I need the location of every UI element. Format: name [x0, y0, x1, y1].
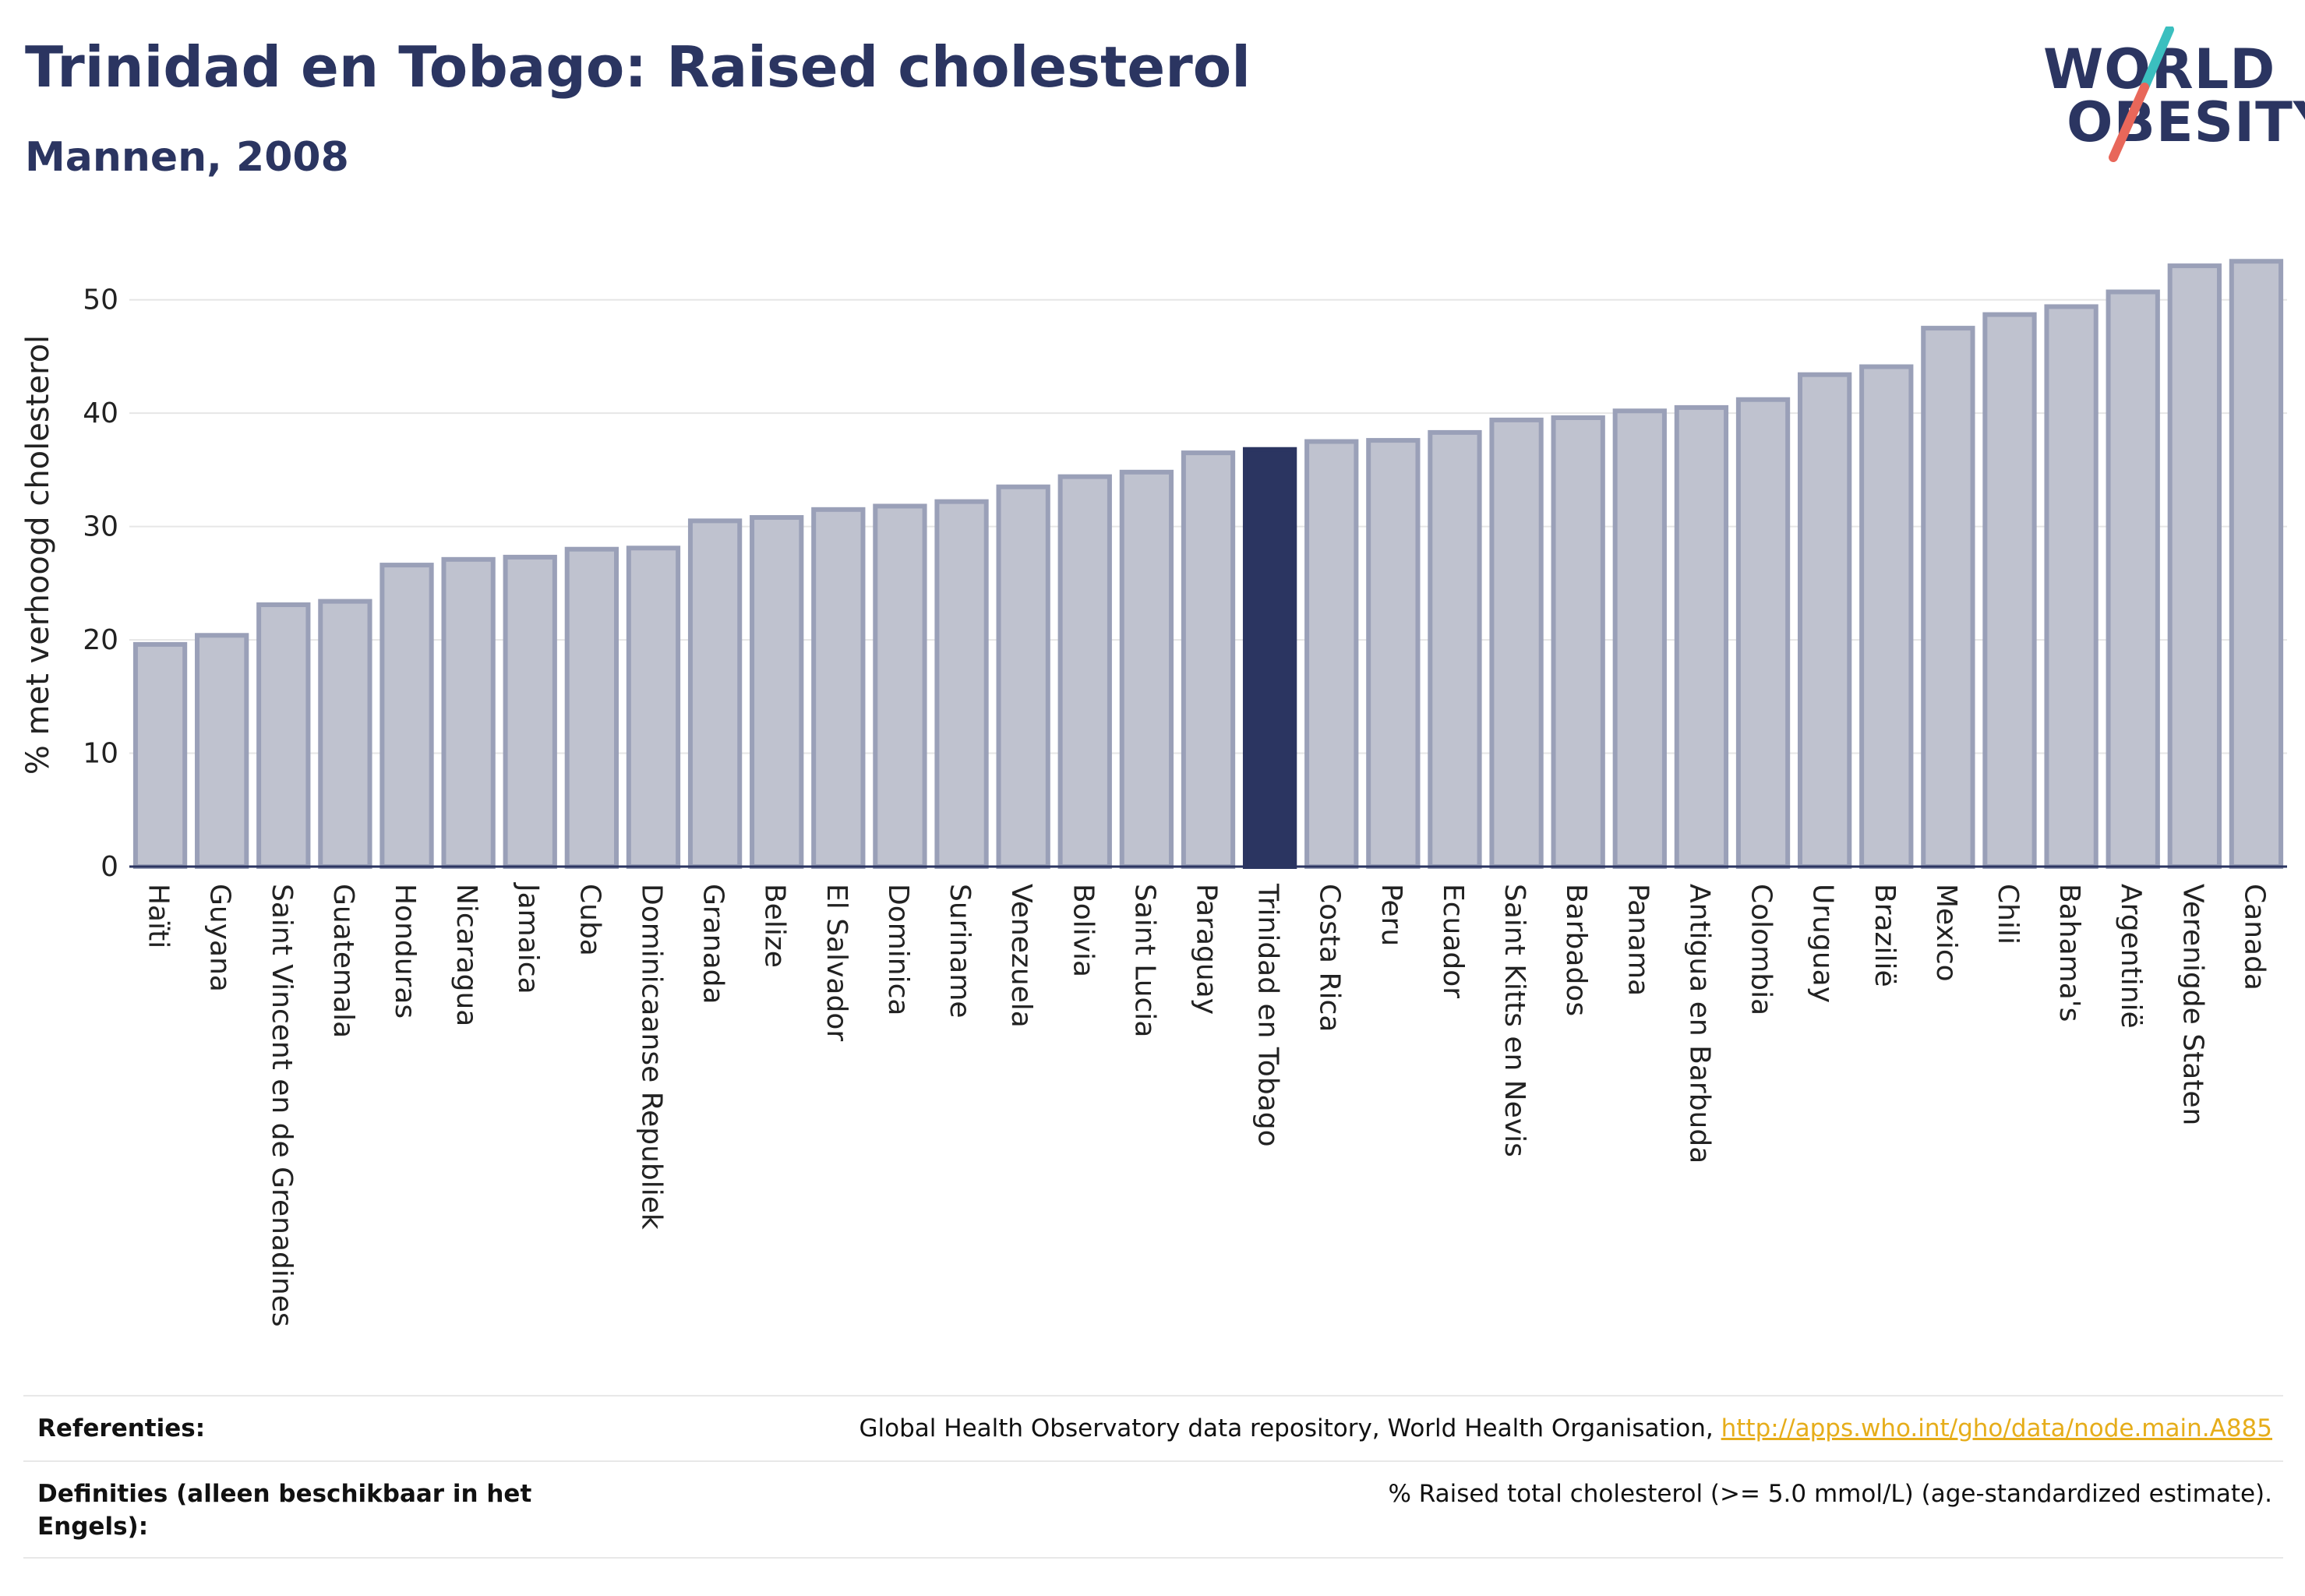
- x-tick-label: Bolivia: [1067, 884, 1099, 977]
- y-axis-label: % met verhoogd cholesterol: [20, 335, 56, 775]
- y-axis-ticks: 0 10 20 30 40 50: [83, 284, 118, 883]
- footer-bottom-divider: [23, 1557, 2283, 1559]
- bar-barbados[interactable]: [1551, 415, 1605, 869]
- bar-cuba[interactable]: [564, 546, 619, 870]
- x-tick-label: Saint Kitts en Nevis: [1498, 884, 1530, 1157]
- bar-bahama-s[interactable]: [2044, 304, 2099, 870]
- bar-uruguay[interactable]: [1797, 372, 1852, 869]
- x-tick-label: Haïti: [143, 884, 175, 948]
- x-tick-label: Trinidad en Tobago: [1252, 883, 1284, 1147]
- bar-saint-kitts-en-nevis[interactable]: [1489, 417, 1544, 869]
- bar-colombia[interactable]: [1735, 397, 1791, 869]
- bar-chili[interactable]: [1982, 312, 2037, 869]
- bar-peru[interactable]: [1366, 438, 1421, 869]
- references-label: Referenties:: [37, 1414, 206, 1442]
- bar-paraguay[interactable]: [1181, 450, 1236, 869]
- bar-brazili-[interactable]: [1859, 364, 1914, 869]
- x-tick-label: Peru: [1375, 884, 1407, 946]
- references-link[interactable]: http://apps.who.int/gho/data/node.main.A…: [1721, 1414, 2272, 1442]
- x-tick-label: Brazilië: [1869, 884, 1901, 987]
- x-tick-label: Chili: [1992, 884, 2024, 945]
- bar-dominica[interactable]: [873, 503, 927, 869]
- x-tick-label: Uruguay: [1807, 884, 1839, 1003]
- bar-trinidad-en-tobago[interactable]: [1242, 447, 1297, 869]
- x-tick-label: Belize: [759, 884, 791, 968]
- bar-el-salvador[interactable]: [811, 507, 866, 869]
- x-tick-label: Paraguay: [1191, 884, 1223, 1015]
- bar-suriname[interactable]: [934, 499, 989, 869]
- x-axis-labels: Haïti Guyana Saint Vincent en de Grenadine…: [143, 882, 2271, 1327]
- bar-nicaragua[interactable]: [441, 556, 496, 869]
- bar-guatemala[interactable]: [318, 598, 372, 869]
- x-tick-label: Honduras: [389, 884, 421, 1019]
- x-tick-label: Argentinië: [2115, 884, 2147, 1029]
- x-tick-label: Jamaica: [512, 882, 544, 994]
- chart-subtitle: Mannen, 2008: [25, 134, 349, 181]
- bar-canada[interactable]: [2229, 259, 2284, 870]
- x-tick-label: Barbados: [1560, 884, 1592, 1016]
- bar-venezuela[interactable]: [996, 484, 1050, 870]
- y-tick-label: 0: [101, 851, 118, 883]
- bar-granada[interactable]: [687, 518, 743, 869]
- bar-jamaica[interactable]: [503, 554, 557, 870]
- x-tick-label: Mexico: [1930, 884, 1962, 982]
- x-tick-label: Saint Vincent en de Grenadines: [266, 884, 298, 1327]
- x-tick-label: Nicaragua: [450, 884, 482, 1026]
- x-tick-label: Dominicaanse Republiek: [635, 884, 667, 1230]
- bar-ha-ti[interactable]: [132, 641, 188, 870]
- bars: [132, 259, 2284, 870]
- logo-line-2: OBESITY: [2067, 90, 2305, 154]
- references-text: Global Health Observatory data repositor…: [859, 1414, 1721, 1442]
- footer-top-divider: [23, 1395, 2283, 1396]
- bar-verenigde-staten[interactable]: [2167, 263, 2222, 870]
- bar-costa-rica[interactable]: [1304, 439, 1359, 869]
- y-tick-label: 50: [83, 284, 118, 316]
- bar-ecuador[interactable]: [1428, 429, 1482, 869]
- x-tick-label: Costa Rica: [1314, 884, 1346, 1032]
- bar-antigua-en-barbuda[interactable]: [1674, 404, 1729, 869]
- x-tick-label: Saint Lucia: [1128, 884, 1160, 1037]
- bar-panama[interactable]: [1612, 408, 1667, 869]
- bar-chart: 0 10 20 30 40 50 Haïti Guyana Saint Vincent en …: [20, 259, 2287, 1327]
- x-tick-label: Ecuador: [1437, 884, 1469, 998]
- bar-dominicaanse-republiek[interactable]: [626, 546, 681, 869]
- x-tick-label: Guatemala: [327, 884, 359, 1038]
- y-tick-label: 40: [83, 397, 118, 429]
- x-tick-label: Antigua en Barbuda: [1683, 884, 1715, 1163]
- x-tick-label: Canada: [2238, 884, 2270, 990]
- bar-argentini-[interactable]: [2106, 289, 2160, 869]
- x-tick-label: Cuba: [574, 884, 605, 956]
- references-value: Global Health Observatory data repositor…: [860, 1412, 2272, 1445]
- bar-saint-lucia[interactable]: [1119, 469, 1174, 869]
- x-tick-label: Venezuela: [1005, 884, 1037, 1028]
- y-tick-label: 10: [83, 738, 118, 770]
- definitions-label: Definities (alleen beschikbaar in het En…: [37, 1480, 532, 1541]
- definitions-value: % Raised total cholesterol (>= 5.0 mmol/…: [1388, 1480, 2272, 1508]
- footer-mid-divider: [23, 1460, 2283, 1462]
- x-tick-label: Dominica: [882, 884, 914, 1016]
- x-tick-label: Colombia: [1746, 884, 1777, 1015]
- x-tick-label: Verenigde Staten: [2176, 884, 2208, 1125]
- bar-guyana[interactable]: [195, 633, 249, 869]
- bar-bolivia[interactable]: [1057, 474, 1112, 869]
- bar-saint-vincent-en-de-grenadines[interactable]: [256, 602, 311, 869]
- x-tick-label: El Salvador: [821, 884, 852, 1041]
- x-tick-label: Guyana: [204, 884, 236, 992]
- bar-honduras[interactable]: [379, 563, 434, 869]
- bar-mexico[interactable]: [1921, 326, 1975, 870]
- x-tick-label: Suriname: [944, 884, 976, 1019]
- world-obesity-logo[interactable]: WORLD OBESITY: [2035, 26, 2305, 167]
- x-tick-label: Bahama's: [2053, 884, 2085, 1022]
- y-tick-label: 30: [83, 511, 118, 543]
- chart-title: Trinidad en Tobago: Raised cholesterol: [25, 34, 1251, 100]
- y-tick-label: 20: [83, 624, 118, 656]
- x-tick-label: Panama: [1622, 884, 1654, 996]
- logo-slash-icon: [2109, 26, 2174, 162]
- bar-belize[interactable]: [750, 515, 804, 869]
- x-tick-label: Granada: [697, 884, 729, 1005]
